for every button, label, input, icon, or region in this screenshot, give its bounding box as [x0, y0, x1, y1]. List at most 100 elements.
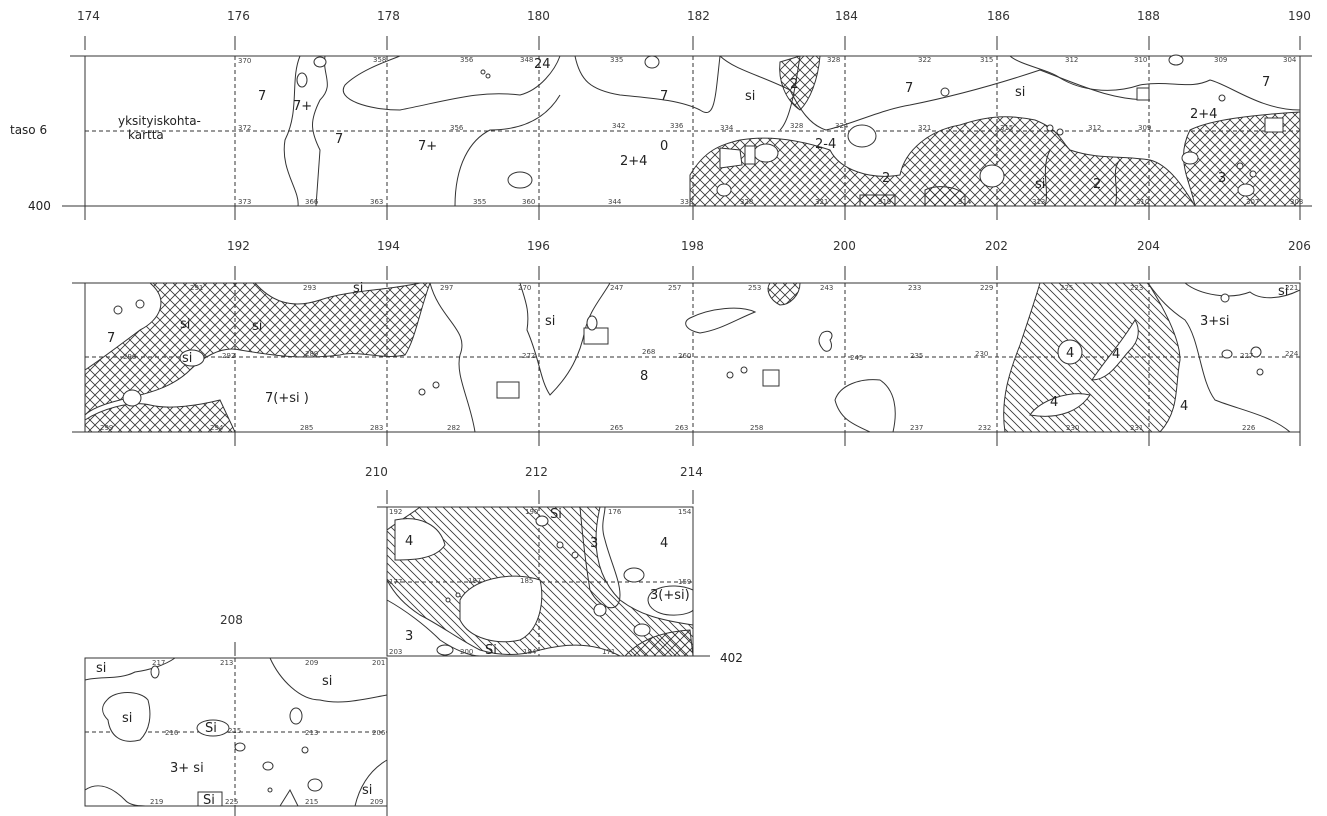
svg-text:297: 297	[440, 284, 453, 292]
svg-text:322: 322	[918, 56, 931, 64]
region-label: 7(+si )	[265, 391, 309, 406]
strip-4-contours	[84, 657, 388, 807]
region-label: 4	[660, 536, 668, 551]
svg-text:319: 319	[878, 198, 891, 206]
svg-text:338: 338	[680, 198, 693, 206]
svg-text:217: 217	[152, 659, 165, 667]
region-label: si	[745, 89, 755, 104]
strip-4-ticks	[234, 642, 388, 816]
region-label: 2+4	[1190, 107, 1217, 122]
svg-text:285: 285	[300, 424, 313, 432]
region-label: si	[322, 674, 332, 689]
svg-text:192: 192	[389, 508, 402, 516]
svg-text:225: 225	[1060, 284, 1073, 292]
svg-text:215: 215	[228, 727, 241, 735]
svg-text:296: 296	[123, 353, 137, 361]
svg-text:213: 213	[305, 729, 318, 737]
svg-text:203: 203	[389, 648, 402, 656]
region-label: 3	[405, 629, 413, 644]
svg-text:221: 221	[1285, 284, 1298, 292]
strip-4: 208 217 213 209 201 216 215	[84, 613, 388, 816]
tick-208: 208	[220, 613, 243, 627]
svg-text:247: 247	[610, 284, 623, 292]
svg-text:245: 245	[850, 354, 863, 362]
svg-text:270: 270	[518, 284, 531, 292]
svg-text:283: 283	[370, 424, 383, 432]
svg-text:224: 224	[1285, 350, 1299, 358]
svg-text:312: 312	[1088, 124, 1101, 132]
strip-2: 192 194 196 198 200 202 204 206	[72, 239, 1311, 446]
region-label: Si	[485, 643, 497, 658]
strip-2-samples: 291 293 297 270 247 257 253 243 233 229 225 223 …	[100, 284, 1299, 432]
tick-202: 202	[985, 239, 1008, 253]
tick-194: 194	[377, 239, 400, 253]
svg-text:328: 328	[790, 122, 803, 130]
strip-2-ticks	[72, 266, 1301, 446]
svg-text:355: 355	[473, 198, 486, 206]
svg-text:219: 219	[150, 798, 163, 806]
region-label: si	[545, 314, 555, 329]
svg-text:309: 309	[1214, 56, 1227, 64]
svg-text:358: 358	[373, 56, 386, 64]
region-label: 2	[882, 171, 890, 186]
region-label: Si	[205, 721, 217, 736]
region-label: 7	[335, 132, 343, 147]
tick-180: 180	[527, 9, 550, 23]
region-label: si	[252, 319, 262, 334]
region-label: si	[96, 661, 106, 676]
svg-text:309: 309	[1138, 124, 1151, 132]
strip-2-contours	[84, 282, 1301, 433]
strip-3-contours	[386, 506, 694, 657]
svg-text:344: 344	[608, 198, 622, 206]
svg-text:356: 356	[450, 124, 464, 132]
region-label: si	[1035, 177, 1045, 192]
svg-text:328: 328	[740, 198, 753, 206]
svg-text:321: 321	[815, 198, 828, 206]
region-label: 0	[660, 139, 668, 154]
svg-text:294: 294	[210, 424, 224, 432]
svg-text:334: 334	[720, 124, 734, 132]
svg-text:313: 313	[1032, 198, 1045, 206]
svg-text:335: 335	[610, 56, 623, 64]
svg-text:342: 342	[612, 122, 625, 130]
svg-text:177: 177	[389, 578, 402, 586]
svg-text:263: 263	[675, 424, 688, 432]
y-label-400: 400	[28, 199, 51, 213]
tick-192: 192	[227, 239, 250, 253]
region-label: 2-4	[815, 137, 836, 152]
svg-text:154: 154	[678, 508, 692, 516]
svg-text:257: 257	[668, 284, 681, 292]
svg-text:213: 213	[220, 659, 233, 667]
svg-text:185: 185	[520, 577, 533, 585]
svg-text:258: 258	[750, 424, 763, 432]
region-label: 4	[1050, 395, 1058, 410]
svg-text:303: 303	[1290, 198, 1303, 206]
region-label: 2	[790, 77, 798, 92]
svg-text:321: 321	[918, 124, 931, 132]
svg-text:291: 291	[190, 284, 203, 292]
tick-178: 178	[377, 9, 400, 23]
region-label: 7+	[418, 139, 437, 154]
tick-182: 182	[687, 9, 710, 23]
strip-1: 174 176 178 180 182 184 186 188 190	[10, 9, 1312, 220]
tick-186: 186	[987, 9, 1010, 23]
svg-text:232: 232	[978, 424, 991, 432]
svg-text:356: 356	[460, 56, 474, 64]
tick-212: 212	[525, 465, 548, 479]
tick-176: 176	[227, 9, 250, 23]
region-label: 7+	[293, 99, 312, 114]
strip-1-contours	[283, 54, 1301, 207]
strip-4-samples: 217 213 209 201 216 215 213 206 219 225 215 209	[150, 659, 386, 806]
tick-174: 174	[77, 9, 100, 23]
region-label: si	[353, 281, 363, 296]
svg-text:268: 268	[642, 348, 655, 356]
region-label: 7	[905, 81, 913, 96]
svg-text:328: 328	[827, 56, 840, 64]
svg-text:243: 243	[820, 284, 833, 292]
region-label: Si	[203, 793, 215, 808]
region-label: si	[182, 351, 192, 366]
region-label: 7	[258, 89, 266, 104]
svg-text:370: 370	[238, 57, 251, 65]
